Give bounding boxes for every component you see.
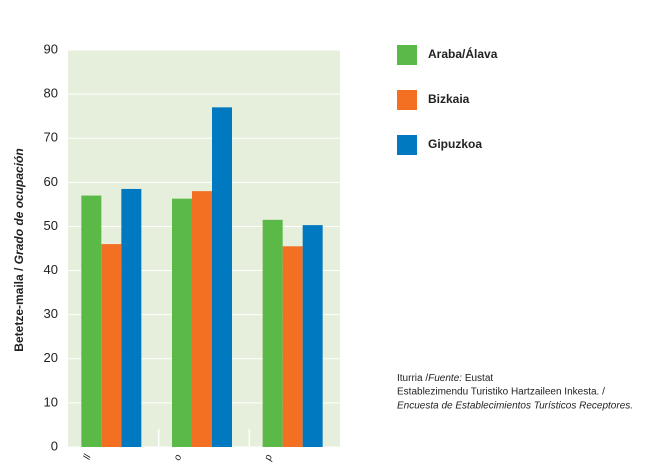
y-tick-label: 20 [44,350,58,365]
y-label-part: Grado de ocupación [12,148,26,264]
legend-swatch [397,90,417,110]
bar [172,198,192,447]
legend-label: Gipuzkoa [428,137,482,151]
bar [121,188,142,447]
legend-swatch [397,135,417,155]
legend-label: Bizkaia [428,92,470,106]
bar [282,246,303,447]
legend-label: Araba/Álava [428,46,498,61]
x-tick-label: o [172,453,184,462]
source: Iturria /Fuente: Eustat [397,373,493,384]
y-tick-label: 10 [44,394,58,409]
y-label-part: Betetze-maila / [12,264,26,351]
x-tick-label: p [262,453,275,463]
bar [302,225,323,447]
y-tick-label: 40 [44,262,58,277]
source-part: Fuente: [428,373,462,384]
source-part: Iturria / [397,373,428,384]
y-tick-label: 70 [44,130,58,145]
y-tick-label: 0 [51,438,58,453]
y-tick-label: 60 [44,174,58,189]
y-tick-label: 80 [44,86,58,101]
bar [192,191,212,447]
bar [101,244,122,447]
source: Establezimendu Turistiko Hartzaileen Ink… [397,387,605,398]
legend-swatch [397,45,417,65]
y-tick-label: 90 [44,41,58,56]
y-tick-label: 30 [44,306,58,321]
y-axis-label: Betetze-maila / Grado de ocupación [12,148,26,351]
bar [212,107,232,447]
bar [81,195,102,447]
bar [262,219,283,447]
x-tick-label: ll [82,452,94,461]
source-part: Eustat [462,373,493,384]
source: Encuesta de Establecimientos Turísticos … [397,401,633,412]
y-tick-label: 50 [44,218,58,233]
